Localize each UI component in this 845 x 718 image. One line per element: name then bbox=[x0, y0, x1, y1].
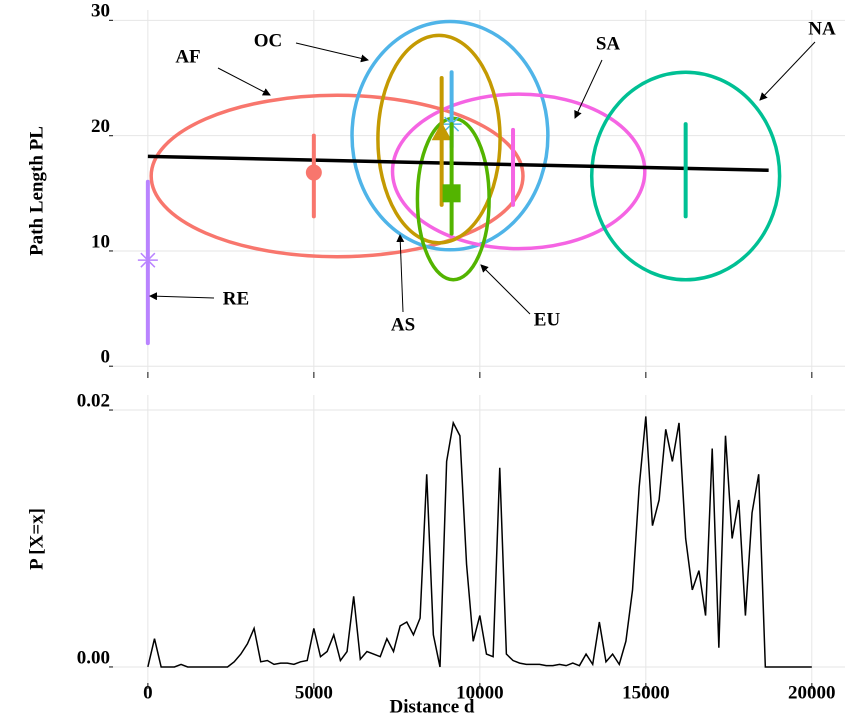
ellipse bbox=[376, 33, 502, 245]
annotation-arrow bbox=[759, 41, 816, 101]
fit-line bbox=[147, 154, 769, 172]
annotation-arrow bbox=[149, 292, 215, 301]
ellipse bbox=[390, 92, 647, 251]
annotation-arrow bbox=[480, 264, 531, 315]
annotation: SA bbox=[596, 33, 621, 54]
annotation-arrow bbox=[574, 59, 603, 119]
y-tick-label: 30 bbox=[91, 1, 110, 22]
annotation: EU bbox=[534, 309, 561, 330]
point bbox=[137, 250, 158, 271]
y-tick-label: 20 bbox=[91, 116, 110, 137]
annotation-arrow bbox=[396, 234, 405, 313]
ellipse bbox=[149, 93, 525, 259]
annotation: NA bbox=[808, 18, 836, 39]
y-tick-label: 0.02 bbox=[77, 390, 110, 411]
x-tick-label: 15000 bbox=[622, 682, 670, 703]
annotation-arrow bbox=[295, 42, 369, 63]
point bbox=[305, 164, 322, 181]
y-axis-label: Path Length PL bbox=[26, 126, 47, 256]
ellipse bbox=[350, 19, 550, 252]
x-axis-label: Distance d bbox=[390, 696, 475, 717]
annotation: RE bbox=[223, 288, 249, 309]
annotation: AF bbox=[175, 46, 200, 67]
y-tick-label: 10 bbox=[91, 231, 110, 252]
x-tick-label: 20000 bbox=[788, 682, 836, 703]
x-tick-label: 0 bbox=[143, 682, 153, 703]
annotation: OC bbox=[254, 30, 283, 51]
y-tick-label: 0 bbox=[101, 347, 111, 368]
line bbox=[147, 416, 812, 668]
ellipse bbox=[589, 70, 782, 282]
y-tick-label: 0.00 bbox=[77, 647, 110, 668]
x-tick-label: 5000 bbox=[295, 682, 333, 703]
point bbox=[442, 184, 461, 203]
x-tick-label: 10000 bbox=[456, 682, 504, 703]
annotation-arrow bbox=[217, 67, 271, 96]
annotation: AS bbox=[391, 314, 415, 335]
y-axis-label: P [X=x] bbox=[26, 508, 47, 570]
point bbox=[431, 122, 452, 141]
